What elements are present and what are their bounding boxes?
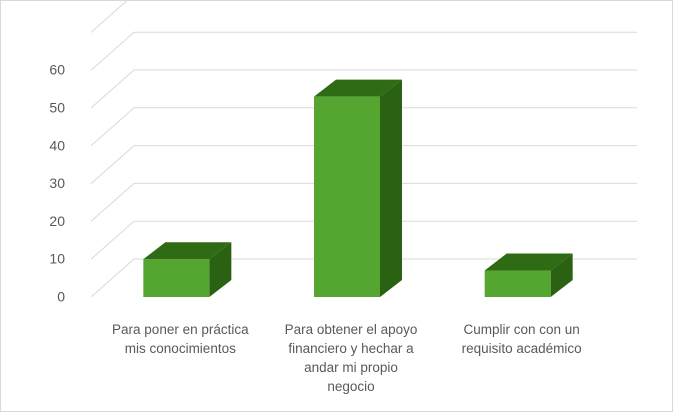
gridline-depth (90, 69, 135, 109)
gridline-depth (90, 31, 135, 71)
y-tick-label: 10 (49, 251, 65, 267)
gridline-depth (90, 183, 135, 222)
bar-top (143, 242, 232, 260)
gridline-depth (90, 220, 135, 260)
gridline-depth (90, 107, 135, 147)
x-tick-label-line: Cumplir con con un (464, 322, 580, 337)
bar-side (380, 79, 402, 297)
gridline-depth (90, 258, 135, 298)
y-tick-label: 40 (49, 137, 65, 153)
y-tick-label: 20 (49, 213, 65, 229)
x-tick-label-line: Para poner en práctica (112, 322, 249, 337)
y-tick-label: 60 (49, 62, 65, 78)
x-tick-label-line: requisito académico (462, 341, 582, 356)
y-tick-label: 0 (57, 289, 65, 305)
bar-side (209, 242, 232, 297)
x-tick-label: Para poner en práctica mis conocimientos (112, 322, 249, 356)
bar-top (484, 253, 573, 271)
y-tick-label: 50 (49, 100, 65, 116)
bar-top (314, 79, 402, 97)
bar-side (550, 253, 573, 297)
x-tick-label: Cumplir con con un requisito académico (462, 322, 582, 356)
x-tick-label-line: financiero y hechar a (288, 341, 414, 356)
x-tick-label-line: Para obtener el apoyo (285, 322, 418, 337)
x-tick-label-line: andar mi propio (304, 360, 398, 375)
x-tick-label: Para obtener el apoyo financiero y hechar… (285, 322, 418, 394)
x-tick-label-line: mis conocimientos (125, 341, 236, 356)
y-tick-label: 30 (49, 175, 65, 191)
bar (314, 96, 380, 297)
gridline-depth (90, 145, 135, 184)
gridline-depth (90, 1, 128, 33)
bar (484, 270, 551, 297)
bar (143, 259, 210, 297)
x-tick-label-line: negocio (327, 379, 374, 394)
